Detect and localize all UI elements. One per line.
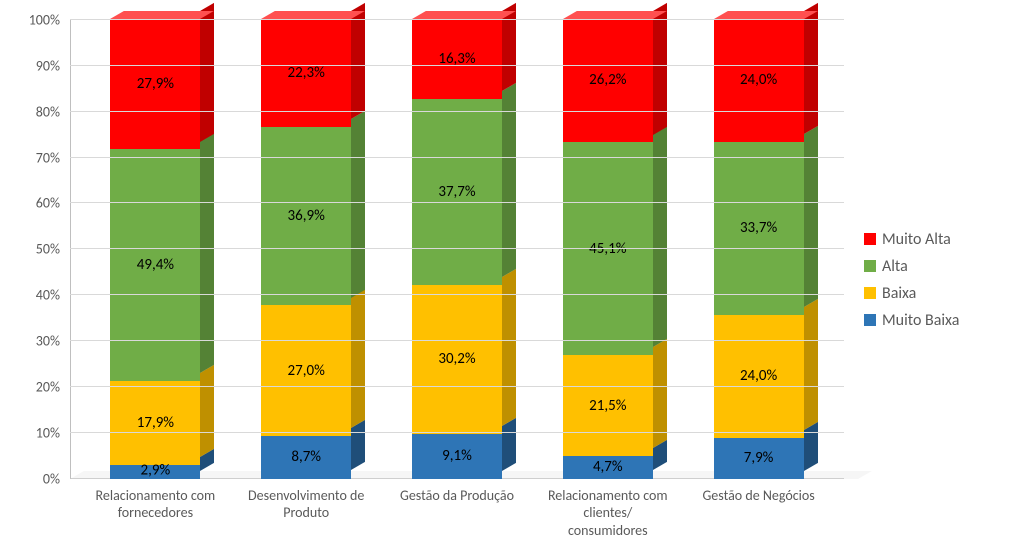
bar-segment: 2,9% — [110, 465, 200, 479]
y-tick: 10% — [20, 424, 60, 441]
plot-area: 0%10%20%30%40%50%60%70%80%90%100% 2,9%17… — [70, 20, 844, 479]
bar-segment: 24,0% — [714, 315, 804, 438]
y-tick: 70% — [20, 149, 60, 166]
bar-segment: 17,9% — [110, 381, 200, 465]
legend-swatch — [864, 287, 876, 299]
bar: 7,9%24,0%33,7%24,0% — [714, 20, 804, 479]
bar-column: 2,9%17,9%49,4%27,9% — [95, 20, 215, 479]
legend-swatch — [864, 233, 876, 245]
x-axis-label: Relacionamento com fornecedores — [95, 487, 215, 540]
bar-segment: 36,9% — [261, 127, 351, 306]
legend-swatch — [864, 314, 876, 326]
y-tick: 90% — [20, 57, 60, 74]
bar-column: 9,1%30,2%37,7%16,3% — [397, 20, 517, 479]
bar-segment: 4,7% — [563, 456, 653, 478]
bar-segment: 7,9% — [714, 438, 804, 479]
bar-segment: 30,2% — [412, 285, 502, 434]
legend-item: Baixa — [864, 284, 1004, 303]
grid-line — [70, 19, 844, 20]
legend-item: Muito Baixa — [864, 311, 1004, 330]
bar: 2,9%17,9%49,4%27,9% — [110, 20, 200, 479]
bar-column: 8,7%27,0%36,9%22,3% — [246, 20, 366, 479]
bar-segment: 16,3% — [412, 19, 502, 99]
legend-item: Muito Alta — [864, 230, 1004, 249]
x-axis-label: Gestão de Negócios — [699, 487, 819, 540]
bar-segment: 27,9% — [110, 19, 200, 150]
grid-line — [70, 248, 844, 249]
chart-container: 0%10%20%30%40%50%60%70%80%90%100% 2,9%17… — [20, 20, 1004, 539]
legend-label: Baixa — [882, 284, 916, 303]
bar-segment: 9,1% — [412, 434, 502, 479]
x-axis-label: Gestão da Produção — [397, 487, 517, 540]
y-tick: 20% — [20, 378, 60, 395]
grid-line — [70, 386, 844, 387]
y-tick: 80% — [20, 103, 60, 120]
legend-label: Muito Alta — [882, 230, 951, 249]
bar: 4,7%21,5%45,1%26,2% — [563, 20, 653, 479]
grid-line — [70, 111, 844, 112]
bar-segment: 37,7% — [412, 99, 502, 285]
grid-line — [70, 340, 844, 341]
x-axis-label: Relacionamento com clientes/ consumidore… — [548, 487, 668, 540]
legend-swatch — [864, 260, 876, 272]
bar: 8,7%27,0%36,9%22,3% — [261, 20, 351, 479]
legend-label: Alta — [882, 257, 908, 276]
legend-label: Muito Baixa — [882, 311, 959, 330]
y-tick: 60% — [20, 195, 60, 212]
grid-line — [70, 432, 844, 433]
bar-column: 4,7%21,5%45,1%26,2% — [548, 20, 668, 479]
y-tick: 30% — [20, 332, 60, 349]
x-axis-labels: Relacionamento com fornecedores Desenvolv… — [70, 479, 844, 540]
grid-line — [70, 157, 844, 158]
legend-item: Alta — [864, 257, 1004, 276]
y-tick: 40% — [20, 287, 60, 304]
bar-segment: 8,7% — [261, 436, 351, 478]
y-axis: 0%10%20%30%40%50%60%70%80%90%100% — [20, 20, 65, 479]
y-tick: 100% — [20, 12, 60, 29]
bar-segment: 21,5% — [563, 355, 653, 456]
grid-line — [70, 65, 844, 66]
bars-wrap: 2,9%17,9%49,4%27,9% 8,7%27,0%36,9%22,3% 9,… — [70, 20, 844, 479]
grid-line — [70, 294, 844, 295]
y-tick: 0% — [20, 470, 60, 487]
y-tick: 50% — [20, 241, 60, 258]
x-axis-label: Desenvolvimento de Produto — [246, 487, 366, 540]
bar-segment: 49,4% — [110, 149, 200, 381]
bar-column: 7,9%24,0%33,7%24,0% — [699, 20, 819, 479]
legend: Muito Alta Alta Baixa Muito Baixa — [854, 20, 1004, 539]
bar-segment: 24,0% — [714, 19, 804, 142]
bar-segment: 33,7% — [714, 142, 804, 315]
bar: 9,1%30,2%37,7%16,3% — [412, 20, 502, 479]
grid-line — [70, 202, 844, 203]
bar-segment: 26,2% — [563, 19, 653, 143]
bar-segment: 27,0% — [261, 305, 351, 436]
